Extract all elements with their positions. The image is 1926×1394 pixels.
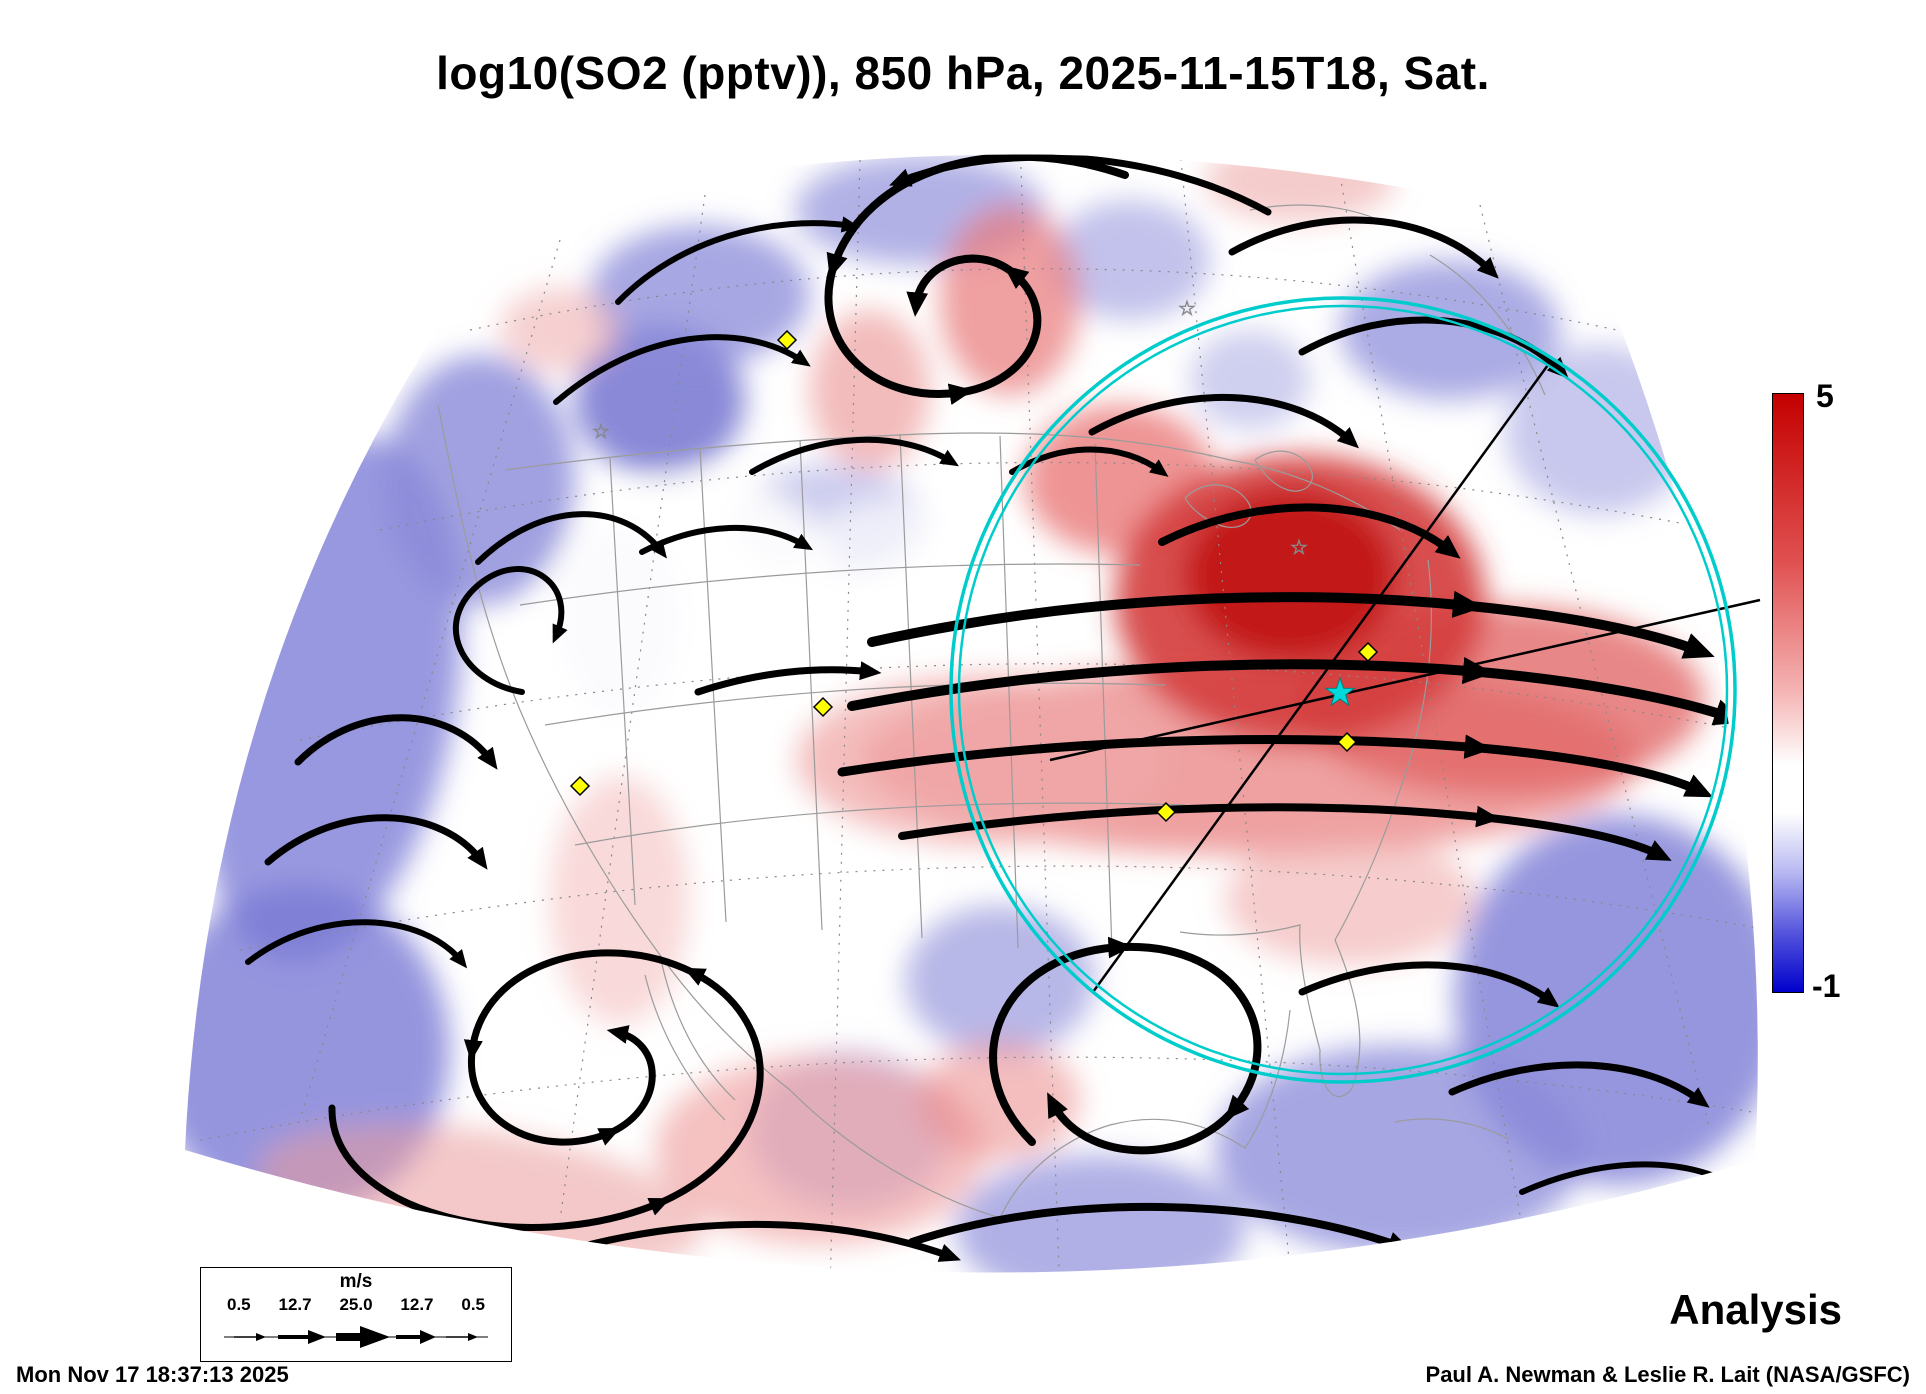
colorbar-max-label: 5 [1816,378,1834,414]
wind-legend-value: 25.0 [339,1295,373,1314]
wind-legend-value: 12.7 [278,1295,312,1314]
city-star-icon: ☆ [1290,537,1308,559]
plot-title: log10(SO2 (pptv)), 850 hPa, 2025-11-15T1… [436,47,1490,99]
cross-section-line [1049,598,1761,762]
so2-field-layer [185,154,1758,1273]
station-marker [776,329,798,351]
station-marker [1357,641,1379,663]
wind-legend-arrows [224,1326,488,1348]
city-star-icon: ☆ [1178,298,1196,320]
wind-legend-values: 0.5 12.7 25.0 12.7 0.5 [201,1295,511,1315]
wind-speed-legend: m/s 0.5 12.7 25.0 12.7 0.5 [200,1267,512,1362]
colorbar-min-label: -1 [1812,968,1841,1004]
ring-center-star-icon [1324,676,1356,707]
analysis-label: Analysis [1669,1286,1842,1333]
wind-legend-units: m/s [339,1271,373,1292]
range-ring [949,296,1737,1084]
city-star-icon: ☆ [592,421,610,443]
station-marker [1336,731,1358,753]
colorbar [1772,393,1804,993]
cross-section-line [1091,357,1555,993]
wind-legend-value: 12.7 [400,1295,434,1314]
station-markers [569,329,1379,823]
generation-timestamp: Mon Nov 17 18:37:13 2025 [16,1362,289,1387]
city-star-markers: ☆ ☆ ☆ [592,298,1309,560]
station-marker [812,696,834,718]
streamlines-layer [245,154,1758,1262]
station-marker [569,775,591,797]
station-marker [1155,801,1177,823]
cross-section-lines [1049,357,1761,993]
wind-legend-value: 0.5 [227,1295,251,1314]
credit-text: Paul A. Newman & Leslie R. Lait (NASA/GS… [1425,1362,1910,1387]
wind-legend-value: 0.5 [461,1295,485,1314]
graticule-layer [199,154,1758,1273]
